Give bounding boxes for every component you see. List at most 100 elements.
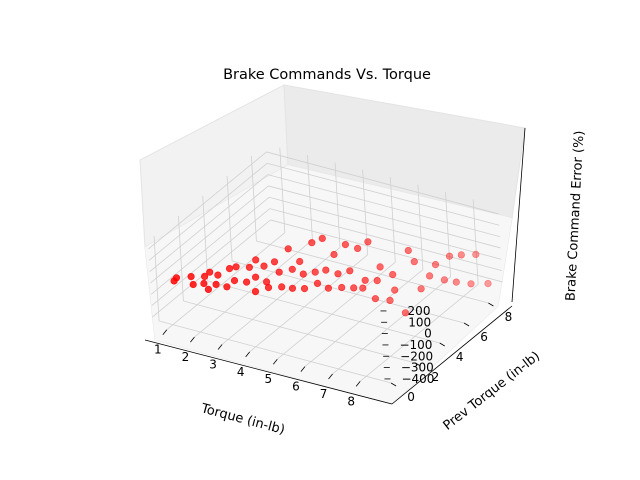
z-grid-left-line [151, 208, 271, 306]
data-point [278, 283, 286, 291]
z-grid-left-line [148, 162, 268, 261]
data-point [270, 258, 279, 266]
data-point [308, 239, 316, 247]
data-point [467, 280, 475, 288]
y-grid-floor-line [183, 300, 416, 364]
data-point [223, 283, 231, 291]
data-point [350, 284, 358, 292]
z-grid-left-line [152, 219, 271, 318]
data-point [457, 251, 465, 259]
y-tick-mark [415, 362, 421, 367]
data-point [200, 279, 208, 288]
y-grid-wall-line [251, 155, 257, 242]
x-axis-line [144, 339, 393, 405]
y-grid-floor-line [207, 280, 440, 344]
data-point [275, 268, 283, 276]
data-point [284, 245, 292, 253]
x-grid-wall-line [307, 155, 313, 241]
data-point [346, 267, 354, 275]
x-grid-wall-line [472, 199, 479, 285]
z-tick-label: 200 [408, 304, 431, 318]
y-grid-floor-line [231, 260, 465, 324]
data-point [322, 266, 330, 274]
x-tick-label: 4 [237, 365, 245, 379]
z-tick-label: −400 [401, 372, 434, 386]
data-point [359, 284, 367, 292]
x-grid-floor-line [332, 276, 451, 375]
x-tick-mark [300, 366, 306, 372]
z-grid-back-line [267, 174, 500, 237]
data-point [404, 246, 412, 255]
z-grid-back-line [270, 219, 503, 283]
x-grid-floor-line [194, 239, 313, 338]
z-grid-back-line [269, 196, 502, 260]
y-grid-wall-line [153, 235, 160, 322]
x-tick-label: 8 [347, 394, 355, 408]
data-point [172, 274, 181, 282]
x-tick-mark [272, 358, 278, 365]
z-grid-back-line [267, 162, 500, 226]
data-point [264, 284, 273, 292]
data-point [204, 285, 212, 294]
y-grid-floor-line [158, 320, 392, 384]
x-grid-wall-line [417, 184, 424, 270]
data-point [260, 262, 268, 270]
z-grid-back-line [269, 208, 502, 271]
data-point [389, 271, 397, 279]
x-tick-label: 3 [209, 357, 217, 371]
y-grid-wall-line [226, 175, 233, 262]
chart-title: Brake Commands Vs. Torque [223, 67, 431, 83]
data-point [318, 234, 326, 242]
z-tick-label: 0 [424, 327, 432, 341]
data-point [252, 256, 260, 264]
data-point [431, 261, 440, 269]
data-point [361, 276, 369, 284]
z-axis-line [511, 127, 526, 303]
x-grid-wall-line [279, 147, 286, 233]
x-tick-label: 5 [264, 372, 272, 386]
data-point [417, 285, 425, 293]
x-tick-mark [245, 351, 250, 358]
data-point [364, 238, 372, 246]
y-axis-line [391, 305, 513, 405]
data-point [232, 263, 240, 271]
data-point [324, 284, 333, 292]
data-point [452, 278, 460, 286]
data-point [230, 277, 239, 285]
y-tick-mark [463, 322, 470, 327]
data-point [201, 272, 209, 281]
data-point [426, 272, 434, 280]
data-point [251, 288, 260, 296]
z-grid-back-line [266, 151, 499, 215]
data-point [338, 283, 346, 292]
x-grid-floor-line [359, 284, 479, 382]
x-tick-mark [328, 373, 333, 380]
data-point [410, 258, 418, 266]
data-point [206, 268, 214, 276]
data-point [313, 279, 322, 288]
grid-lines [148, 147, 503, 384]
z-grid-left-line [149, 174, 269, 272]
data-point [288, 284, 297, 292]
data-point [330, 250, 338, 259]
data-point [386, 296, 394, 305]
z-grid-back-line [268, 185, 501, 249]
y-tick-mark [439, 342, 445, 347]
y-tick-label: 6 [480, 330, 488, 344]
data-point [187, 273, 195, 281]
y-tick-label: 8 [505, 310, 513, 324]
data-point [373, 277, 381, 285]
data-point [440, 276, 449, 284]
x-tick-mark [162, 329, 168, 335]
data-point [299, 270, 307, 278]
z-tick-label: 100 [408, 315, 431, 329]
data-point [296, 257, 304, 266]
data-point [225, 265, 234, 273]
x-tick-label: 1 [154, 343, 162, 357]
y-grid-wall-line [202, 195, 209, 282]
data-point [212, 280, 220, 289]
data-point [214, 271, 222, 279]
x-tick-label: 6 [292, 380, 300, 394]
x-tick-label: 7 [320, 387, 328, 401]
